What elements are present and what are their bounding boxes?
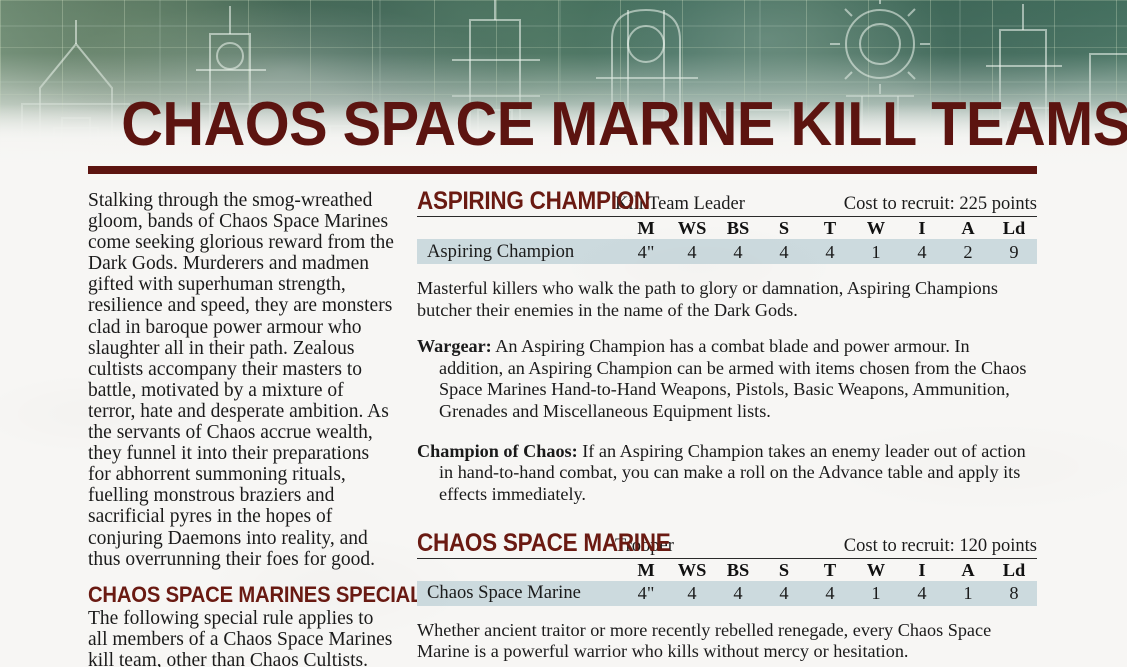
- entry-role: Trooper: [615, 535, 674, 556]
- unit-entry-chaos-space-marine: CHAOS SPACE MARINE Trooper Cost to recru…: [417, 530, 1037, 663]
- stat-header-ld: Ld: [1002, 559, 1026, 580]
- stat-header-m: M: [637, 559, 655, 580]
- entry-header-row: ASPIRING CHAMPION Kill Team Leader Cost …: [417, 188, 1037, 217]
- stat-value-a: 2: [963, 241, 973, 262]
- stat-value-ld: 8: [1009, 583, 1019, 604]
- stat-value-t: 4: [825, 241, 835, 262]
- stat-value-bs: 4: [733, 583, 743, 604]
- banner-bottom-fade: [0, 104, 1127, 178]
- stat-header-bs: BS: [726, 559, 750, 580]
- statline-table: M WS BS S T W I A Ld Chaos Space Marine: [417, 559, 1037, 606]
- entry-flavour-text: Whether ancient traitor or more recently…: [417, 619, 992, 662]
- stat-value-ld: 9: [1009, 241, 1019, 262]
- stat-value-ws: 4: [687, 583, 697, 604]
- rule-text: An Aspiring Champion has a combat blade …: [439, 336, 1027, 421]
- stat-profile-name: Chaos Space Marine: [427, 582, 581, 604]
- entry-header-row: CHAOS SPACE MARINE Trooper Cost to recru…: [417, 530, 1037, 559]
- entry-name: ASPIRING CHAMPION: [417, 187, 650, 215]
- statline-header-row: M WS BS S T W I A Ld: [417, 217, 1037, 239]
- stat-value-s: 4: [779, 241, 789, 262]
- stat-header-t: T: [823, 218, 837, 238]
- entry-flavour-text: Masterful killers who walk the path to g…: [417, 278, 998, 320]
- statline-value-row: Aspiring Champion 4" 4 4 4 4 1 4 2 9: [417, 239, 1037, 264]
- stat-header-i: I: [918, 559, 926, 580]
- stat-profile-name: Aspiring Champion: [427, 240, 575, 262]
- stat-header-s: S: [778, 559, 790, 580]
- stat-header-blank: [417, 559, 623, 581]
- left-column: Stalking through the smog-wreathed gloom…: [88, 190, 496, 667]
- rule-label: Wargear:: [417, 336, 492, 357]
- entry-cost: Cost to recruit: 225 points: [843, 194, 1037, 214]
- stat-header-s: S: [778, 218, 790, 238]
- rule-text: If an Aspiring Champion takes an enemy l…: [439, 440, 1026, 504]
- page-title: CHAOS SPACE MARINE KILL TEAMS: [121, 90, 1127, 159]
- stat-header-bs: BS: [726, 218, 750, 238]
- entry-cost: Cost to recruit: 120 points: [843, 535, 1037, 556]
- statline-header-row: M WS BS S T W I A Ld: [417, 559, 1037, 581]
- stat-value-a: 1: [963, 583, 973, 604]
- stat-header-a: A: [961, 218, 975, 238]
- stat-header-t: T: [823, 559, 837, 580]
- special-rules-paragraph: The following special rule applies to al…: [88, 607, 393, 667]
- stat-value-m: 4": [637, 583, 655, 604]
- stat-value-bs: 4: [733, 241, 743, 262]
- stat-header-a: A: [961, 559, 975, 580]
- entry-role: Kill Team Leader: [615, 194, 745, 214]
- intro-paragraph: Stalking through the smog-wreathed gloom…: [88, 190, 394, 570]
- right-column: ASPIRING CHAMPION Kill Team Leader Cost …: [417, 188, 1037, 663]
- stat-header-w: W: [866, 218, 886, 238]
- special-rules-heading: CHAOS SPACE MARINES SPECIAL RULES: [88, 581, 496, 607]
- stat-value-s: 4: [779, 583, 789, 604]
- stat-header-ld: Ld: [1002, 218, 1026, 238]
- title-underline-rule: [88, 166, 1037, 174]
- stat-header-w: W: [866, 559, 886, 580]
- stat-value-ws: 4: [687, 241, 697, 262]
- stat-value-t: 4: [825, 583, 835, 604]
- stat-header-m: M: [637, 218, 655, 238]
- stat-value-i: 4: [917, 583, 927, 604]
- stat-value-w: 1: [871, 583, 881, 604]
- stat-value-i: 4: [917, 241, 927, 262]
- header-banner-image: [0, 0, 1127, 178]
- stat-header-i: I: [918, 218, 926, 238]
- rule-wargear: Wargear: An Aspiring Champion has a comb…: [417, 336, 1037, 422]
- stat-header-ws: WS: [677, 559, 707, 580]
- stat-header-blank: [417, 217, 623, 239]
- rule-champion-of-chaos: Champion of Chaos: If an Aspiring Champi…: [417, 441, 1037, 506]
- stat-value-m: 4": [637, 241, 655, 262]
- rule-label: Champion of Chaos:: [417, 440, 578, 461]
- statline-table: M WS BS S T W I A Ld Aspiring Champion 4: [417, 217, 1037, 264]
- stat-header-ws: WS: [677, 218, 707, 238]
- stat-value-w: 1: [871, 241, 881, 262]
- unit-entry-aspiring-champion: ASPIRING CHAMPION Kill Team Leader Cost …: [417, 188, 1037, 506]
- entry-name: CHAOS SPACE MARINE: [417, 528, 671, 557]
- statline-value-row: Chaos Space Marine 4" 4 4 4 4 1 4 1 8: [417, 580, 1037, 606]
